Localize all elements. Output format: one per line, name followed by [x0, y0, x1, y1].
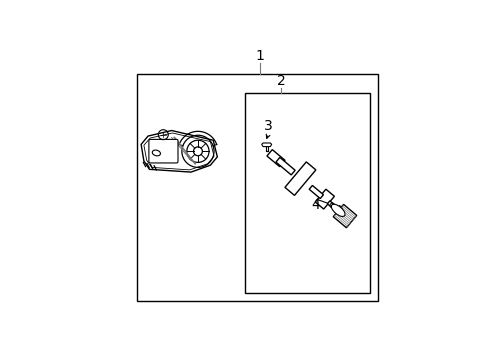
Ellipse shape: [331, 204, 345, 216]
Bar: [244, 93, 369, 293]
Polygon shape: [308, 185, 323, 198]
Text: 2: 2: [276, 74, 285, 87]
FancyBboxPatch shape: [148, 139, 178, 163]
Ellipse shape: [152, 150, 160, 156]
Polygon shape: [261, 143, 271, 147]
Polygon shape: [143, 133, 214, 170]
Polygon shape: [327, 201, 339, 212]
Polygon shape: [285, 162, 315, 195]
Text: 3: 3: [264, 120, 272, 133]
Text: 1: 1: [255, 49, 264, 63]
Polygon shape: [141, 131, 217, 172]
Polygon shape: [332, 204, 356, 228]
Polygon shape: [275, 157, 295, 175]
Polygon shape: [266, 150, 285, 167]
Polygon shape: [315, 189, 334, 209]
Text: 4: 4: [311, 198, 320, 212]
Bar: [137, 74, 377, 301]
